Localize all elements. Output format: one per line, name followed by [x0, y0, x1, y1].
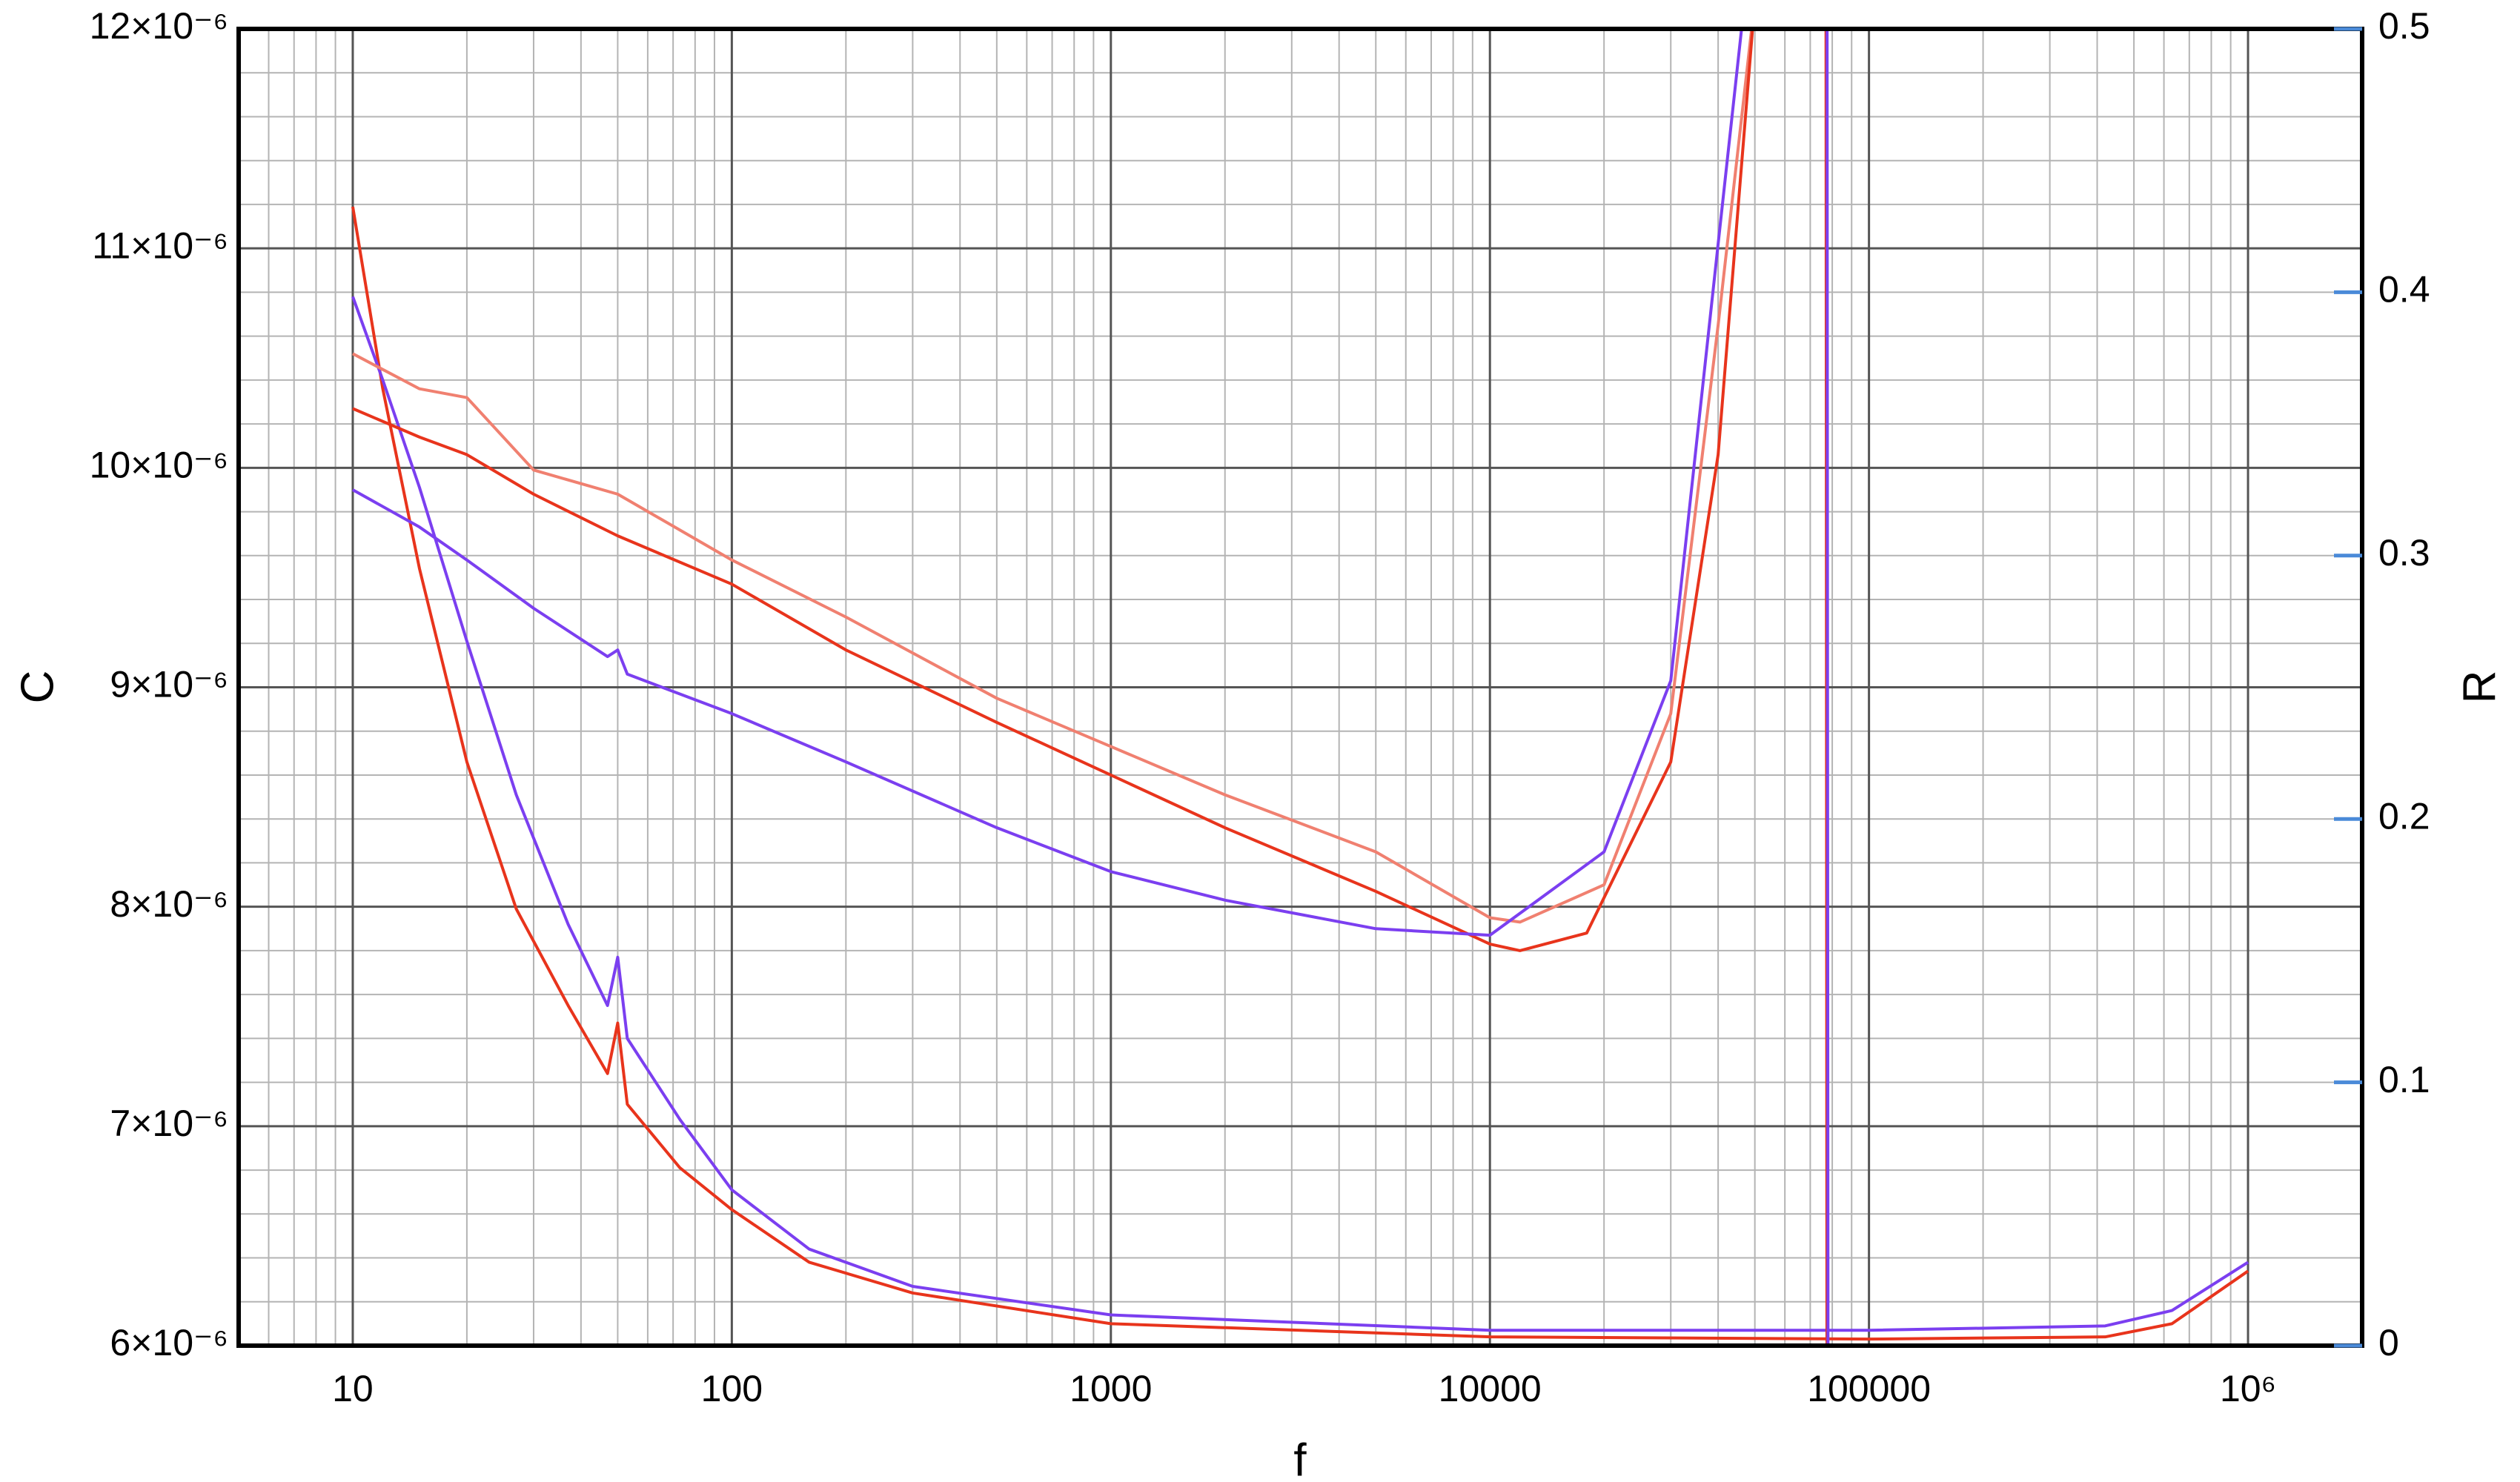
tick-labels: 10 100 1000 10000 100000 10⁶ 6×10⁻⁶ 7×10⁻⁶ 8×10⁻…: [90, 5, 2430, 1409]
x-axis-title: f: [1293, 1435, 1307, 1482]
x-tick-label: 1000: [1070, 1368, 1152, 1409]
y2-tick-label: 0.4: [2378, 269, 2430, 310]
y-axis-title: C: [12, 671, 63, 704]
y-tick-label: 9×10⁻⁶: [110, 664, 228, 705]
y-tick-label: 7×10⁻⁶: [110, 1103, 228, 1144]
y2-tick-label: 0.1: [2378, 1059, 2430, 1100]
y-tick-label: 10×10⁻⁶: [90, 445, 228, 486]
series-line: [352, 29, 1828, 1346]
series-line: [351, 29, 1830, 1346]
y2-tick-label: 0.5: [2378, 5, 2430, 47]
y-tick-label: 11×10⁻⁶: [92, 225, 228, 266]
series-line: [351, 206, 2249, 1341]
major-grid: [239, 27, 2362, 1347]
x-tick-label: 10⁶: [2220, 1368, 2276, 1409]
x-tick-label: 100: [701, 1368, 763, 1409]
y-tick-label: 12×10⁻⁶: [90, 5, 228, 47]
x-tick-label: 10000: [1439, 1368, 1542, 1409]
plot-lines: [351, 29, 2249, 1346]
x-tick-label: 10: [332, 1368, 374, 1409]
y-tick-label: 6×10⁻⁶: [110, 1322, 228, 1363]
series-line: [351, 296, 2249, 1332]
series-line: [352, 29, 1754, 924]
y-tick-label: 8×10⁻⁶: [110, 883, 228, 925]
y2-tick-label: 0.3: [2378, 532, 2430, 574]
plot-frame: [236, 27, 2364, 1348]
x-tick-label: 100000: [1807, 1368, 1931, 1409]
y2-tick-label: 0: [2378, 1322, 2399, 1363]
y2-tick-label: 0.2: [2378, 795, 2430, 837]
y2-axis-title: R: [2454, 671, 2505, 704]
